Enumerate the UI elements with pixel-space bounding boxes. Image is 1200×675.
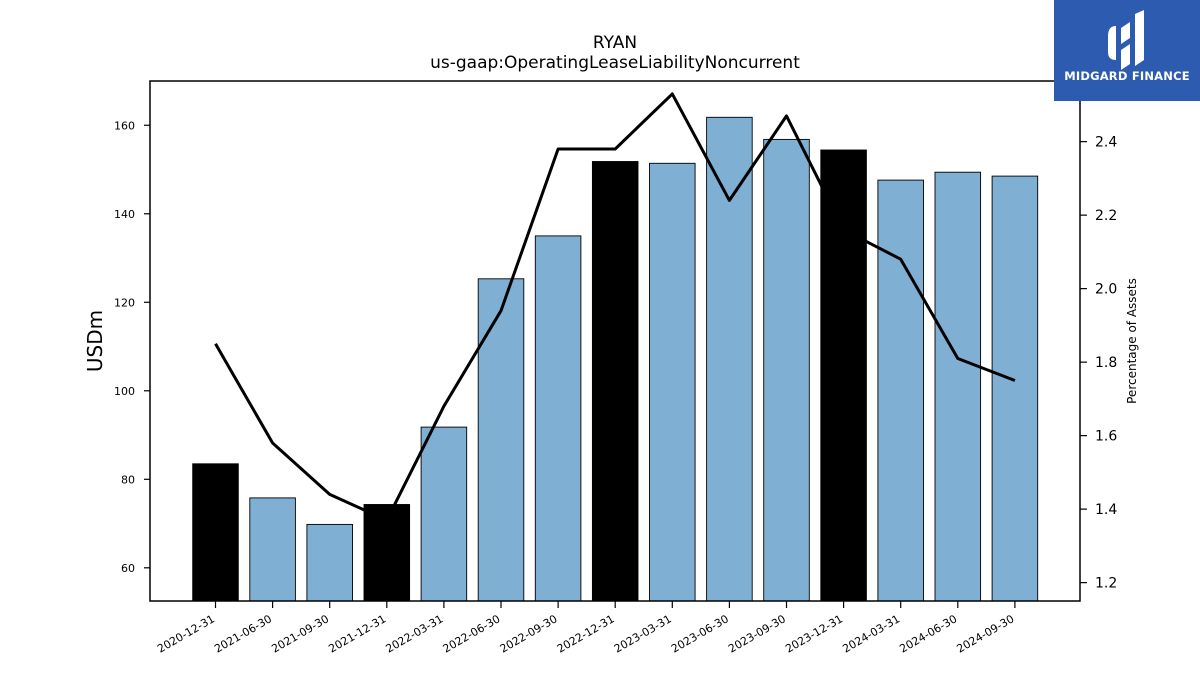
bar-2024-06-30: [934, 171, 982, 602]
y-tick-label: 120: [114, 296, 135, 309]
x-tick-label: 2022-12-31: [555, 612, 617, 655]
y-tick-label: 160: [114, 119, 135, 132]
y2-tick-label: 2.2: [1095, 208, 1117, 224]
y2-axis-label: Percentage of Assets: [1125, 278, 1139, 404]
logo-text: MIDGARD FINANCE: [1064, 69, 1190, 83]
y-tick-label: 80: [121, 473, 135, 486]
midgard-finance-logo: MIDGARD FINANCE: [1054, 0, 1200, 101]
line-series: [214, 92, 1016, 522]
chart-title: RYAN: [593, 33, 637, 53]
x-tick-label: 2021-09-30: [269, 612, 331, 655]
y-tick-label: 100: [114, 385, 135, 398]
x-tick-label: 2023-06-30: [669, 612, 731, 655]
bar-2020-12-31: [192, 463, 239, 602]
y2-tick-label: 1.8: [1095, 355, 1117, 371]
bar-2023-03-31: [649, 162, 696, 602]
bar-2021-06-30: [249, 497, 296, 602]
bar-series: [192, 116, 1039, 602]
chart-subtitle: us-gaap:OperatingLeaseLiabilityNoncurren…: [430, 53, 800, 73]
y-axis-right: 1.2 1.4 1.6 1.8 2.0 2.2 2.4: [1080, 135, 1117, 592]
logo-mark-icon: [1108, 10, 1144, 70]
x-tick-label: 2022-03-31: [384, 612, 446, 655]
y2-tick-label: 2.4: [1095, 135, 1117, 151]
bar-2024-03-31: [877, 179, 924, 602]
x-tick-label: 2023-09-30: [726, 612, 788, 655]
bar-2023-12-31: [820, 149, 867, 602]
percentage-line: [214, 92, 1016, 522]
x-axis: 2020-12-312021-06-302021-09-302021-12-31…: [155, 601, 1016, 656]
y-tick-label: 60: [121, 562, 135, 575]
x-tick-label: 2023-03-31: [612, 612, 674, 655]
y2-tick-label: 1.4: [1095, 502, 1117, 518]
y2-tick-label: 1.6: [1095, 429, 1117, 445]
bar-2022-06-30: [477, 278, 525, 602]
bar-2022-09-30: [534, 235, 582, 602]
y2-tick-label: 2.0: [1095, 282, 1117, 298]
bar-2023-09-30: [763, 138, 810, 602]
bar-2022-12-31: [591, 161, 639, 602]
x-tick-label: 2022-06-30: [441, 612, 503, 655]
x-tick-label: 2023-12-31: [783, 612, 845, 655]
x-tick-label: 2024-09-30: [955, 612, 1017, 655]
bar-2022-03-31: [420, 426, 468, 602]
x-tick-label: 2024-06-30: [897, 612, 959, 655]
x-tick-label: 2022-09-30: [498, 612, 560, 655]
bar-2023-06-30: [706, 116, 753, 602]
x-tick-label: 2024-03-31: [840, 612, 902, 655]
x-tick-label: 2021-12-31: [326, 612, 388, 655]
y-axis-label: USDm: [83, 310, 107, 372]
bar-2021-09-30: [306, 523, 353, 602]
x-tick-label: 2021-06-30: [212, 612, 274, 655]
x-tick-label: 2020-12-31: [155, 612, 217, 655]
y2-tick-label: 1.2: [1095, 576, 1117, 592]
y-axis-left: 60 80 100 120 140 160: [114, 119, 150, 575]
y-tick-label: 140: [114, 208, 135, 221]
bar-2024-09-30: [991, 175, 1039, 602]
